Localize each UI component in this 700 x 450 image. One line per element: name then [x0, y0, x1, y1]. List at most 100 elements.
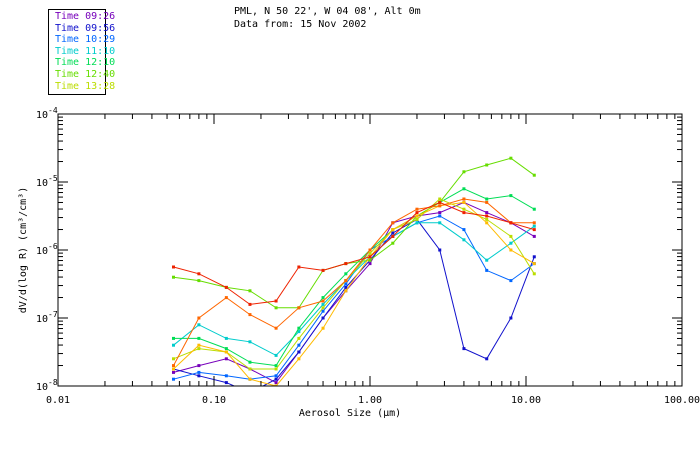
data-point	[274, 364, 278, 368]
data-point	[438, 197, 442, 201]
data-point	[248, 377, 252, 381]
series-line	[173, 218, 535, 386]
data-point	[224, 336, 228, 340]
data-point	[171, 275, 175, 279]
data-point	[297, 357, 301, 361]
title-line-1: PML, N 50 22', W 04 08', Alt 0m	[234, 6, 421, 17]
data-point	[274, 326, 278, 330]
data-point	[248, 340, 252, 344]
data-point	[248, 367, 252, 371]
data-point	[197, 343, 201, 347]
data-point	[274, 353, 278, 357]
y-tick-label: 10-5	[36, 174, 58, 189]
data-point	[368, 258, 372, 262]
axes: 0.01 0.10 1.00 10.00 100.00 10-8 10-7 10-6 10-5 1…	[18, 106, 700, 419]
data-point	[485, 214, 489, 218]
legend-entry: Time 10:29	[55, 34, 116, 46]
data-point	[415, 214, 419, 218]
series-6	[171, 197, 536, 371]
data-point	[509, 156, 513, 160]
data-point	[509, 316, 513, 320]
data-point	[462, 170, 466, 174]
data-point	[509, 279, 513, 283]
data-point	[462, 200, 466, 204]
data-point	[297, 265, 301, 269]
series-5	[171, 156, 536, 310]
x-tick-label: 1.00	[358, 395, 382, 406]
data-point	[197, 316, 201, 320]
y-tick-label: 10-4	[36, 106, 58, 121]
data-point	[415, 207, 419, 211]
data-point	[485, 357, 489, 361]
data-point	[485, 268, 489, 272]
data-point	[344, 282, 348, 286]
data-point	[415, 221, 419, 225]
data-point	[171, 370, 175, 374]
data-point	[391, 231, 395, 235]
data-point	[391, 228, 395, 232]
data-point	[274, 367, 278, 371]
data-point	[368, 262, 372, 266]
data-point	[224, 285, 228, 289]
y-axis-label: dV/d(log R) (cm³/cm³)	[18, 187, 29, 313]
series-layer	[171, 156, 536, 394]
data-point	[532, 234, 536, 238]
data-point	[532, 228, 536, 232]
data-point	[462, 207, 466, 211]
x-tick-label: 0.01	[46, 395, 70, 406]
data-point	[532, 207, 536, 211]
data-point	[274, 306, 278, 310]
data-point	[248, 391, 251, 394]
y-tick-label: 10-6	[36, 242, 58, 257]
data-point	[297, 350, 301, 354]
data-point	[197, 323, 201, 327]
data-point	[532, 224, 536, 228]
y-tick-label: 10-7	[36, 310, 58, 325]
legend-entry: Time 12:40	[55, 69, 116, 80]
data-point	[532, 272, 536, 276]
data-point	[532, 255, 536, 259]
x-tick-label: 0.10	[202, 395, 226, 406]
series-9	[171, 200, 536, 306]
data-point	[171, 367, 175, 371]
data-point	[321, 296, 325, 300]
data-point	[485, 197, 489, 201]
series-line	[173, 157, 535, 309]
data-point	[224, 381, 228, 385]
data-point	[532, 173, 536, 177]
data-point	[171, 343, 175, 347]
data-point	[485, 200, 489, 204]
data-point	[485, 221, 489, 225]
series-line	[173, 201, 535, 384]
data-point	[509, 248, 513, 252]
series-4	[171, 187, 536, 368]
data-point	[197, 279, 201, 283]
title-line-2: Data from: 15 Nov 2002	[234, 19, 367, 30]
data-point	[415, 211, 419, 215]
data-point	[391, 234, 395, 238]
y-tick-label: 10-8	[36, 378, 58, 393]
data-point	[438, 204, 442, 208]
data-point	[321, 268, 325, 272]
data-point	[368, 251, 372, 255]
data-point	[297, 326, 301, 330]
data-point	[462, 238, 466, 242]
series-line	[173, 198, 535, 370]
data-point	[485, 163, 489, 167]
data-point	[297, 343, 301, 347]
chart-title: PML, N 50 22', W 04 08', Alt 0m Data fro…	[234, 5, 421, 31]
data-point	[197, 364, 201, 368]
series-3	[171, 221, 536, 357]
data-point	[224, 374, 228, 378]
data-point	[462, 347, 466, 351]
x-tick-label: 10.00	[511, 395, 541, 406]
data-point	[224, 347, 228, 351]
series-line	[173, 201, 535, 386]
data-point	[391, 241, 395, 245]
data-point	[344, 279, 348, 283]
data-point	[274, 381, 278, 385]
series-line	[173, 198, 535, 366]
data-point	[248, 360, 252, 364]
data-point	[368, 248, 372, 252]
data-point	[171, 336, 175, 340]
